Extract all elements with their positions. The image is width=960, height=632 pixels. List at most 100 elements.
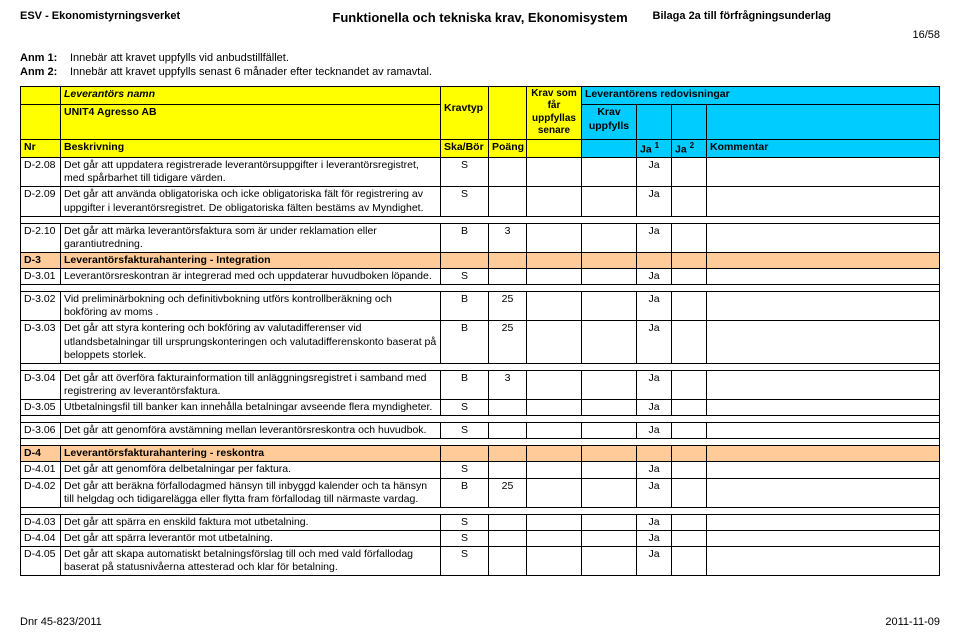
th-krav-upp: Krav uppfylls xyxy=(582,105,637,139)
row-upp xyxy=(582,187,637,216)
row-poang: 25 xyxy=(489,321,527,363)
gap-cell xyxy=(637,439,672,446)
gap-cell xyxy=(637,416,672,423)
gap-cell xyxy=(707,416,940,423)
row-desc: Det går att beräkna förfallodagmed hänsy… xyxy=(61,478,441,507)
row-upp xyxy=(582,530,637,546)
row-desc: Det går att styra kontering och bokförin… xyxy=(61,321,441,363)
row-poang xyxy=(489,400,527,416)
anm1-text: Innebär att kravet uppfylls vid anbudsti… xyxy=(70,51,940,65)
anm1-label: Anm 1: xyxy=(20,51,70,65)
row-nr: D-3.04 xyxy=(21,370,61,399)
row-senare xyxy=(527,547,582,576)
row-nr: D-4.03 xyxy=(21,514,61,530)
gap-cell xyxy=(441,216,489,223)
page-footer: Dnr 45-823/2011 2011-11-09 xyxy=(20,616,940,628)
section-cell xyxy=(672,446,707,462)
footer-left: Dnr 45-823/2011 xyxy=(20,616,102,628)
gap-cell xyxy=(527,216,582,223)
row-komm xyxy=(707,321,940,363)
footer-right: 2011-11-09 xyxy=(885,616,940,628)
gap-cell xyxy=(527,439,582,446)
row-nr: D-2.09 xyxy=(21,187,61,216)
anm2-label: Anm 2: xyxy=(20,65,70,79)
row-upp xyxy=(582,514,637,530)
row-ja2 xyxy=(672,370,707,399)
row-ja1: Ja xyxy=(637,400,672,416)
section-cell xyxy=(707,446,940,462)
row-ja2 xyxy=(672,514,707,530)
th-kommentar: Kommentar xyxy=(707,139,940,158)
row-poang: 25 xyxy=(489,292,527,321)
row-senare xyxy=(527,223,582,252)
gap-cell xyxy=(489,363,527,370)
row-senare xyxy=(527,292,582,321)
row-senare xyxy=(527,187,582,216)
row-typ: S xyxy=(441,423,489,439)
row-ja1: Ja xyxy=(637,462,672,478)
row-desc: Det går att överföra fakturainformation … xyxy=(61,370,441,399)
gap-cell xyxy=(21,507,61,514)
row-komm xyxy=(707,478,940,507)
section-desc: Leverantörsfakturahantering - Integratio… xyxy=(61,252,441,268)
row-senare xyxy=(527,530,582,546)
row-nr: D-3.01 xyxy=(21,269,61,285)
row-nr: D-4.04 xyxy=(21,530,61,546)
gap-cell xyxy=(707,216,940,223)
th-poang: Poäng xyxy=(489,139,527,158)
gap-cell xyxy=(21,416,61,423)
th-kravtyp-label: Kravtyp xyxy=(444,102,483,114)
anm2-text: Innebär att kravet uppfylls senast 6 mån… xyxy=(70,65,940,79)
row-poang xyxy=(489,547,527,576)
row-poang xyxy=(489,514,527,530)
row-ja2 xyxy=(672,423,707,439)
section-nr: D-3 xyxy=(21,252,61,268)
row-poang xyxy=(489,462,527,478)
row-nr: D-3.02 xyxy=(21,292,61,321)
row-ja1: Ja xyxy=(637,370,672,399)
annotations: Anm 1: Innebär att kravet uppfylls vid a… xyxy=(20,51,940,80)
row-typ: S xyxy=(441,187,489,216)
row-ja1: Ja xyxy=(637,423,672,439)
gap-cell xyxy=(527,285,582,292)
row-ja2 xyxy=(672,158,707,187)
row-poang: 3 xyxy=(489,370,527,399)
row-poang: 25 xyxy=(489,478,527,507)
row-komm xyxy=(707,223,940,252)
th-skabor: Ska/Bör xyxy=(441,139,489,158)
th-krav-blank xyxy=(582,139,637,158)
row-nr: D-2.10 xyxy=(21,223,61,252)
row-typ: S xyxy=(441,514,489,530)
row-typ: B xyxy=(441,223,489,252)
section-desc: Leverantörsfakturahantering - reskontra xyxy=(61,446,441,462)
row-senare xyxy=(527,423,582,439)
section-cell xyxy=(582,446,637,462)
gap-cell xyxy=(21,439,61,446)
section-cell xyxy=(527,446,582,462)
row-nr: D-4.01 xyxy=(21,462,61,478)
gap-cell xyxy=(672,439,707,446)
section-cell xyxy=(707,252,940,268)
row-upp xyxy=(582,423,637,439)
row-senare xyxy=(527,370,582,399)
gap-cell xyxy=(707,507,940,514)
gap-cell xyxy=(489,439,527,446)
row-ja1: Ja xyxy=(637,530,672,546)
row-ja2 xyxy=(672,269,707,285)
gap-cell xyxy=(441,363,489,370)
row-desc: Utbetalningsfil till banker kan innehåll… xyxy=(61,400,441,416)
gap-cell xyxy=(21,285,61,292)
row-ja1: Ja xyxy=(637,269,672,285)
gap-cell xyxy=(672,285,707,292)
row-typ: S xyxy=(441,269,489,285)
th-ja1: Ja 1 xyxy=(637,139,672,158)
row-senare xyxy=(527,269,582,285)
row-upp xyxy=(582,158,637,187)
gap-cell xyxy=(637,507,672,514)
gap-cell xyxy=(21,363,61,370)
th-blank5 xyxy=(707,105,940,139)
row-upp xyxy=(582,292,637,321)
gap-cell xyxy=(707,439,940,446)
row-typ: B xyxy=(441,321,489,363)
section-cell xyxy=(489,446,527,462)
